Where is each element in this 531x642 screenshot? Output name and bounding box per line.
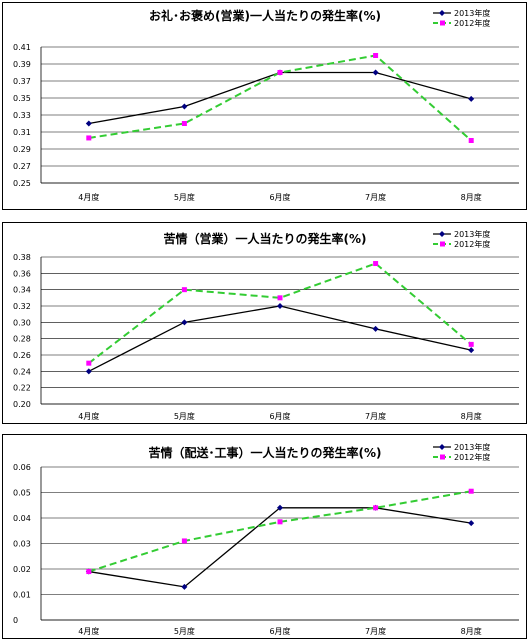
data-point-2012	[181, 538, 187, 544]
y-tick-label: 0.24	[13, 367, 31, 376]
x-tick-label: 4月度	[78, 411, 99, 421]
legend-marker-2012	[440, 241, 445, 247]
y-tick-label: 0.39	[13, 60, 31, 69]
y-tick-label: 0.35	[13, 94, 31, 103]
y-tick-label: 0.27	[13, 162, 31, 171]
chart-panel-1: お礼･お褒め(営業)一人当たりの発生率(%) 0.41 0.39 0.37 0.35 0.…	[2, 2, 527, 210]
legend-label: 2013年度	[454, 8, 490, 18]
data-point-2013	[277, 303, 283, 309]
x-tick-label: 4月度	[78, 626, 99, 636]
chart-1: お礼･お褒め(営業)一人当たりの発生率(%) 0.41 0.39 0.37 0.35 0.…	[13, 8, 519, 202]
data-point-2012	[277, 519, 283, 525]
x-tick-label: 6月度	[269, 626, 290, 636]
y-tick-label: 0.36	[13, 269, 31, 278]
y-tick-label: 0.37	[13, 77, 31, 86]
y-tick-label: 0.02	[13, 565, 31, 574]
data-point-2012	[86, 569, 92, 575]
y-tick-label: 0	[13, 616, 18, 625]
y-tick-label: 0.31	[13, 128, 31, 137]
x-tick-label: 7月度	[365, 411, 386, 421]
data-point-2013	[181, 583, 188, 590]
data-point-2012	[468, 488, 474, 494]
legend-marker-2012	[440, 454, 445, 460]
y-tick-label: 0.05	[13, 489, 31, 498]
legend-marker-2013	[439, 231, 445, 237]
legend-label: 2013年度	[454, 442, 490, 452]
y-tick-label: 0.28	[13, 335, 31, 344]
legend-label: 2012年度	[454, 239, 490, 249]
y-tick-label: 0.04	[13, 514, 31, 523]
data-point-2012	[181, 287, 187, 293]
x-tick-label: 5月度	[174, 192, 195, 202]
data-point-2012	[373, 261, 379, 267]
data-point-2012	[468, 138, 474, 143]
y-tick-label: 0.06	[13, 463, 31, 472]
data-point-2013	[181, 319, 188, 326]
y-tick-label: 0.26	[13, 351, 31, 360]
x-tick-label: 8月度	[461, 626, 482, 636]
data-point-2013	[85, 368, 92, 375]
series-line-2012	[88, 490, 472, 573]
series-line-2012	[88, 54, 472, 142]
legend-marker-2013	[439, 10, 445, 16]
chart-2: 苦情（営業）一人当たりの発生率(%) 0.38 0.36 0.34 0.32 0.30 0.…	[13, 229, 519, 421]
data-point-2013	[468, 95, 475, 102]
y-tick-label: 0.32	[13, 302, 31, 311]
x-tick-label: 4月度	[78, 192, 99, 202]
y-tick-label: 0.25	[13, 179, 31, 188]
data-point-2012	[468, 341, 474, 347]
x-tick-label: 8月度	[461, 192, 482, 202]
data-point-2013	[468, 520, 475, 527]
data-point-2012	[277, 295, 283, 301]
data-point-2013	[372, 69, 379, 76]
x-tick-label: 5月度	[174, 411, 195, 421]
data-point-2012	[86, 135, 92, 141]
y-tick-label: 0.01	[13, 591, 31, 600]
chart-panel-2: 苦情（営業）一人当たりの発生率(%) 0.38 0.36 0.34 0.32 0.30 0.…	[2, 222, 527, 424]
data-point-2012	[277, 70, 283, 75]
chart-3: 苦情（配送･工事）一人当たりの発生率(%) 0.06 0.05 0.04 0.03 0.0…	[13, 442, 519, 636]
y-tick-label: 0.41	[13, 43, 31, 52]
y-tick-label: 0.29	[13, 145, 31, 154]
series-line-2012	[88, 262, 472, 364]
y-tick-label: 0.33	[13, 111, 31, 120]
data-point-2013	[85, 120, 92, 127]
y-tick-label: 0.30	[13, 318, 31, 327]
chart-title: 苦情（営業）一人当たりの発生率(%)	[164, 231, 367, 246]
legend-label: 2012年度	[454, 452, 490, 462]
x-tick-label: 7月度	[365, 192, 386, 202]
legend-label: 2012年度	[454, 18, 490, 28]
x-tick-label: 7月度	[365, 626, 386, 636]
data-point-2013	[277, 504, 283, 511]
y-tick-label: 0.20	[13, 400, 31, 409]
x-tick-label: 5月度	[174, 626, 195, 636]
y-tick-label: 0.38	[13, 253, 31, 262]
x-tick-label: 6月度	[269, 411, 290, 421]
legend-marker-2013	[439, 444, 445, 450]
y-tick-label: 0.03	[13, 540, 31, 549]
data-point-2012	[181, 121, 187, 126]
x-tick-label: 8月度	[461, 411, 482, 421]
data-point-2013	[372, 325, 379, 332]
data-point-2012	[373, 505, 379, 511]
chart-title: お礼･お褒め(営業)一人当たりの発生率(%)	[149, 8, 381, 23]
y-tick-label: 0.22	[13, 384, 31, 393]
data-point-2013	[181, 103, 188, 110]
data-point-2013	[468, 347, 475, 354]
data-point-2012	[373, 53, 379, 58]
data-point-2012	[86, 360, 92, 366]
legend-marker-2012	[440, 20, 445, 26]
x-tick-label: 6月度	[269, 192, 290, 202]
legend-label: 2013年度	[454, 229, 490, 239]
chart-panel-3: 苦情（配送･工事）一人当たりの発生率(%) 0.06 0.05 0.04 0.03 0.0…	[2, 434, 527, 639]
y-tick-label: 0.34	[13, 286, 31, 295]
chart-title: 苦情（配送･工事）一人当たりの発生率(%)	[149, 445, 382, 460]
